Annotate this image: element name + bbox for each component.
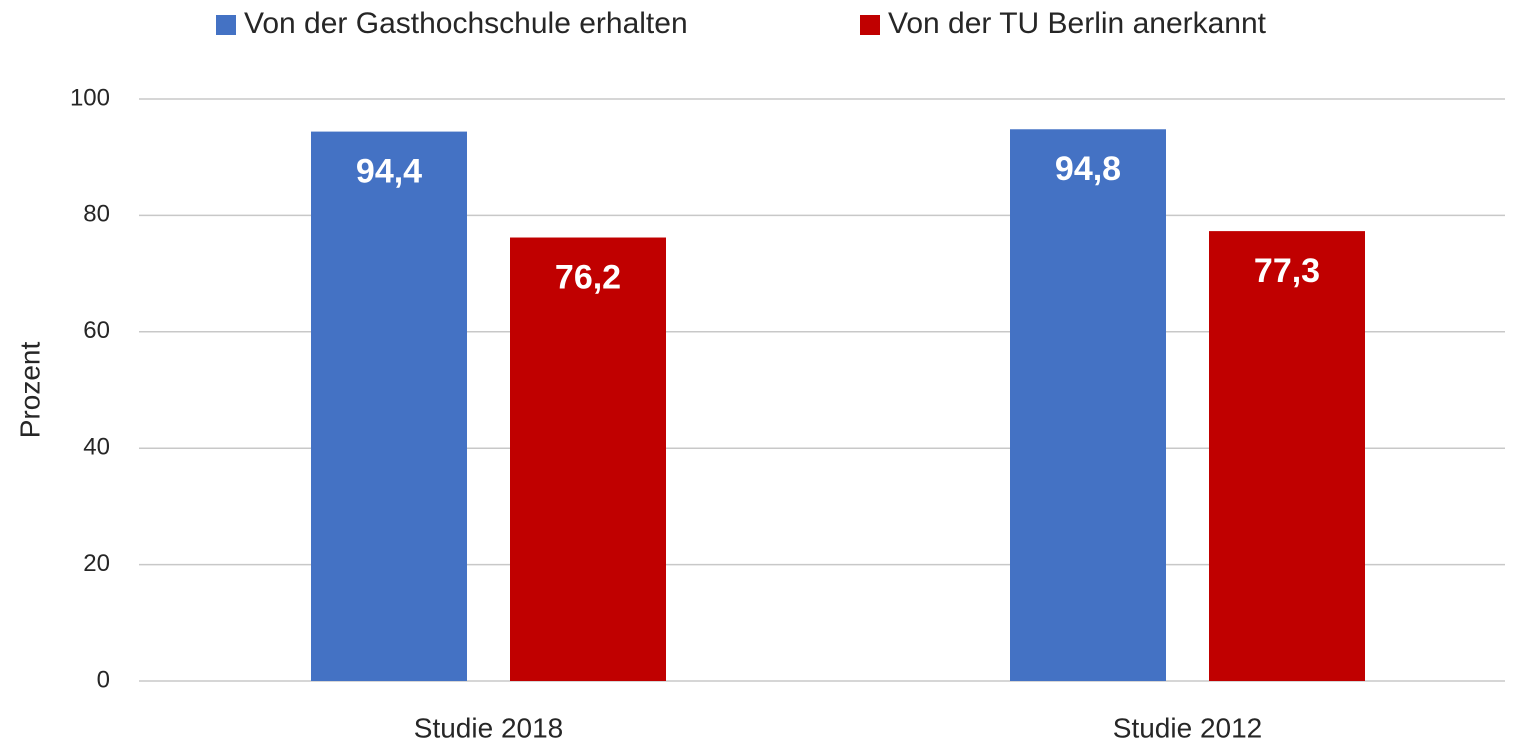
bar (510, 237, 666, 682)
legend-label: Von der TU Berlin anerkannt (888, 7, 1267, 40)
y-tick-label: 40 (83, 434, 110, 461)
data-label: 76,2 (555, 259, 621, 297)
x-tick-label: Studie 2012 (1113, 712, 1262, 743)
data-label: 94,4 (356, 153, 422, 191)
bar (1209, 231, 1365, 681)
y-tick-label: 80 (83, 201, 110, 228)
legend-swatch (216, 15, 236, 35)
y-tick-label: 0 (97, 666, 110, 693)
y-tick-label: 100 (70, 84, 110, 111)
bar (1010, 129, 1166, 681)
data-label: 77,3 (1254, 252, 1320, 290)
x-tick-label: Studie 2018 (414, 712, 563, 743)
bar (311, 131, 467, 682)
legend-label: Von der Gasthochschule erhalten (244, 7, 688, 40)
data-label: 94,8 (1055, 150, 1121, 188)
y-tick-label: 60 (83, 317, 110, 344)
legend-swatch (860, 15, 880, 35)
y-tick-label: 20 (83, 550, 110, 577)
y-axis-label: Prozent (14, 342, 45, 439)
